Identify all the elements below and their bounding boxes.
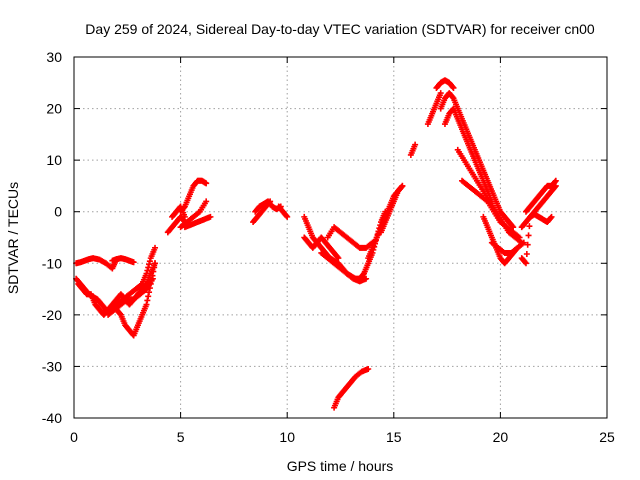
data-point: [522, 260, 529, 267]
y-tick-label: -30: [42, 358, 62, 374]
x-tick-label: 20: [493, 429, 509, 445]
data-point: [146, 285, 153, 292]
series-sat-l: [181, 213, 214, 231]
data-point: [520, 239, 527, 246]
data-point: [203, 180, 210, 187]
series-sat-ai: [518, 211, 555, 267]
data-point: [399, 182, 406, 189]
series-sat-r: [318, 249, 370, 285]
data-point: [283, 212, 290, 219]
data-point: [152, 244, 159, 251]
series-sat-ah: [522, 177, 559, 215]
series-sat-g: [113, 260, 159, 339]
data-point: [450, 84, 457, 91]
y-tick-label: -10: [42, 255, 62, 271]
data-point: [525, 232, 532, 239]
data-point: [149, 272, 156, 279]
series-sat-z: [433, 77, 457, 91]
data-point: [449, 83, 456, 90]
series-sat-y: [424, 90, 444, 128]
data-point: [146, 261, 153, 268]
series-sat-d: [100, 244, 159, 316]
series-sat-o: [275, 203, 291, 220]
series-sat-x: [407, 141, 419, 158]
series-sat-w: [378, 182, 406, 236]
data-point: [547, 214, 554, 221]
series-sat-af: [488, 239, 527, 256]
data-point: [207, 213, 214, 220]
data-point: [551, 178, 558, 185]
data-point: [335, 255, 342, 262]
data-point: [516, 234, 523, 241]
data-point: [146, 258, 153, 265]
data-point: [523, 251, 530, 258]
data-point: [144, 267, 151, 274]
y-tick-label: 30: [46, 49, 62, 65]
data-point: [398, 183, 405, 190]
data-point: [360, 271, 367, 278]
data-point: [548, 213, 555, 220]
data-point: [284, 213, 291, 220]
data-point: [117, 310, 124, 317]
data-point: [181, 204, 188, 211]
data-point: [203, 198, 210, 205]
chart-title: Day 259 of 2024, Sidereal Day-to-day VTE…: [85, 21, 595, 37]
y-tick-label: 0: [54, 204, 62, 220]
series-sat-ab: [441, 105, 495, 205]
x-axis-label: GPS time / hours: [287, 458, 394, 474]
x-tick-label: 10: [279, 429, 295, 445]
data-point: [143, 301, 150, 308]
x-tick-label: 0: [70, 429, 78, 445]
data-point: [151, 264, 158, 271]
y-tick-label: -40: [42, 410, 62, 426]
data-point: [449, 94, 456, 101]
series-sat-q: [301, 234, 342, 262]
series-sat-ag: [518, 182, 559, 231]
data-point: [144, 297, 151, 304]
series-sat-f: [109, 255, 137, 266]
data-point: [145, 293, 152, 300]
data-point: [522, 259, 529, 266]
data-points: [73, 77, 559, 411]
series-sat-ad: [459, 177, 523, 241]
series-sat-t: [331, 366, 372, 411]
data-point: [412, 141, 419, 148]
data-point: [552, 177, 559, 184]
data-point: [152, 260, 159, 267]
y-axis-label: SDTVAR / TECUs: [5, 182, 21, 294]
series-sat-s: [324, 224, 376, 251]
y-tick-label: -20: [42, 307, 62, 323]
grid: [74, 57, 607, 418]
data-point: [143, 270, 150, 277]
series-sat-j: [177, 177, 210, 215]
y-tick-label: 10: [46, 152, 62, 168]
x-tick-label: 25: [599, 429, 615, 445]
data-point: [150, 268, 157, 275]
data-point: [510, 224, 517, 231]
y-tick-label: 20: [46, 101, 62, 117]
data-point: [148, 276, 155, 283]
data-point: [524, 241, 531, 248]
data-point: [181, 213, 188, 220]
x-tick-label: 15: [386, 429, 402, 445]
data-point: [334, 254, 341, 261]
x-tick-label: 5: [177, 429, 185, 445]
series-sat-ae: [480, 213, 521, 267]
data-point: [130, 259, 137, 266]
data-point: [437, 90, 444, 97]
data-point: [146, 289, 153, 296]
data-point: [145, 264, 152, 271]
plot-frame: [73, 56, 608, 419]
data-point: [363, 275, 370, 282]
data-point: [365, 366, 372, 373]
data-point: [147, 280, 154, 287]
data-point: [526, 223, 533, 230]
data-point: [509, 223, 516, 230]
